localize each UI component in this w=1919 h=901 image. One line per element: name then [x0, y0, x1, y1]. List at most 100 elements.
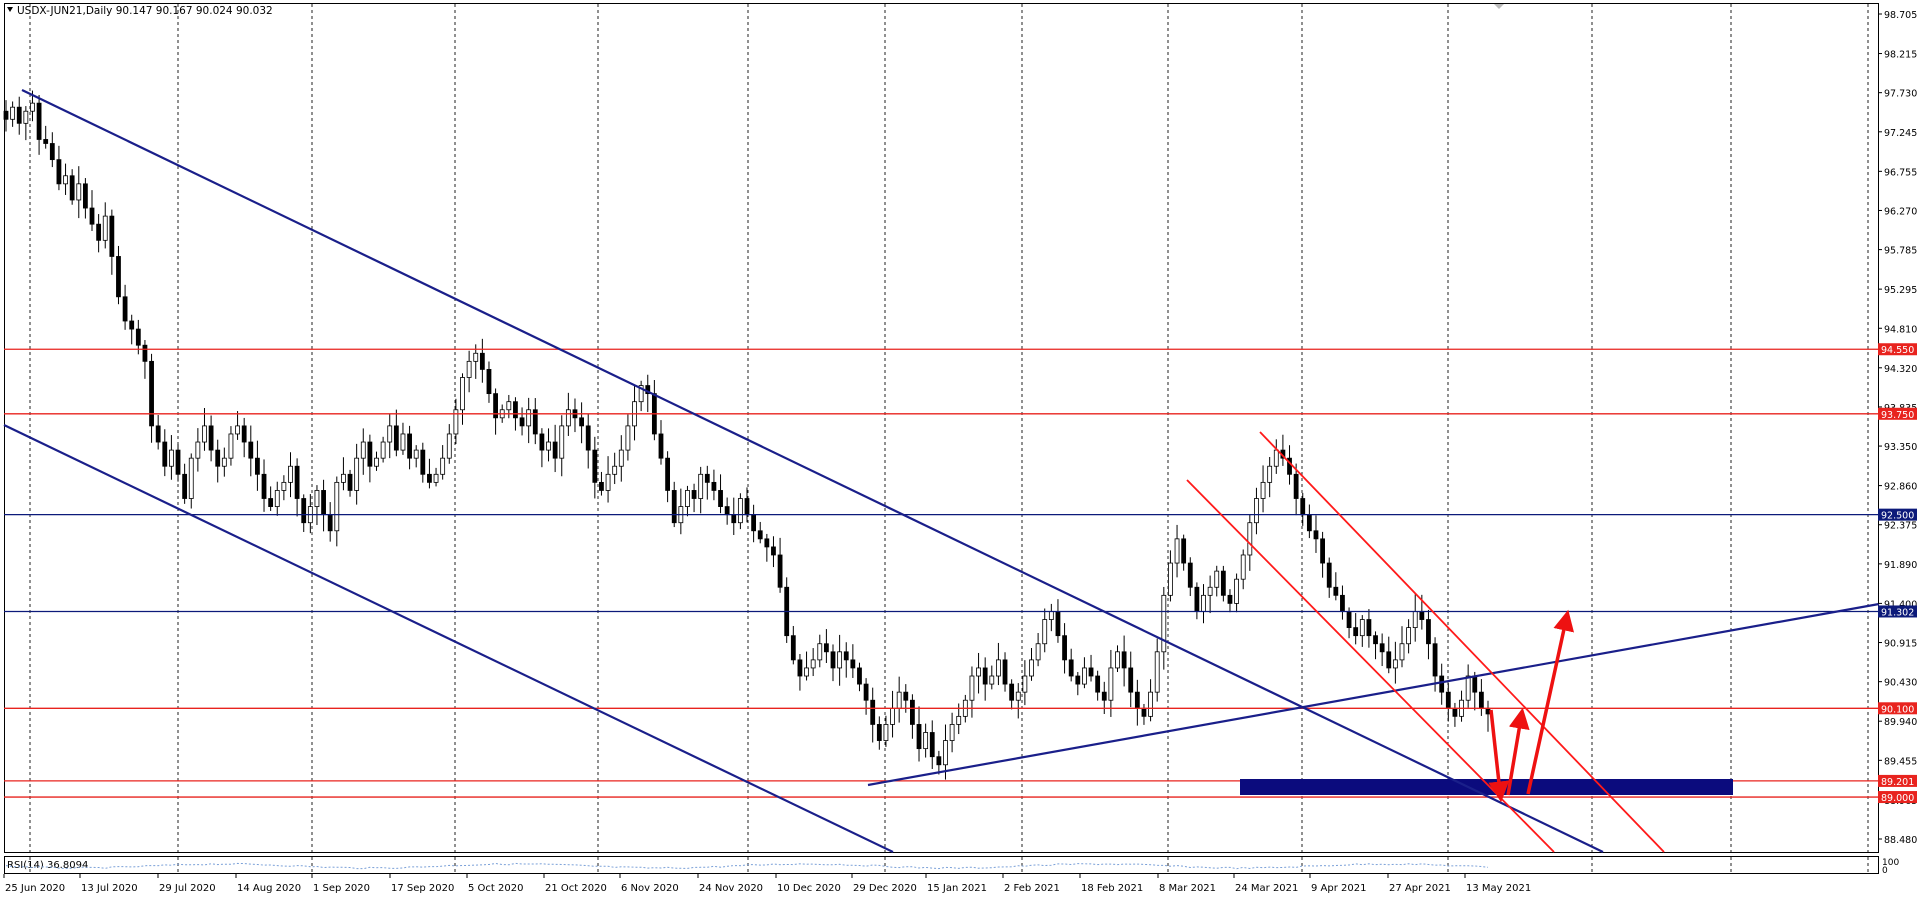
candle [1260, 465, 1266, 513]
candle-body [744, 498, 750, 516]
candle-body [883, 724, 889, 741]
candle-body [989, 675, 995, 685]
vertical-grid [29, 4, 1869, 873]
candle-body [1426, 619, 1431, 645]
candle-body [188, 457, 194, 499]
candle [1333, 572, 1339, 601]
candle-body [1168, 562, 1173, 596]
candle [830, 644, 836, 682]
candle [314, 485, 320, 525]
price-tick-label: 92.375 [1884, 521, 1917, 532]
candle-body [797, 659, 803, 677]
candle-body [599, 481, 604, 491]
candle [883, 715, 889, 747]
candle-body [374, 457, 379, 467]
candle [1254, 487, 1259, 535]
candle-body [1340, 594, 1345, 612]
candle [367, 434, 373, 483]
candle-body [169, 449, 174, 467]
candle-body [30, 102, 35, 112]
candle-body [1101, 691, 1107, 701]
candle [1366, 609, 1372, 648]
candle-body [294, 465, 300, 499]
candle-body [202, 425, 207, 443]
candle-body [857, 667, 862, 685]
level-price-tag-label: 93.750 [1881, 410, 1914, 421]
candle-body [546, 441, 551, 451]
candle [1227, 589, 1233, 613]
candle-body [341, 473, 346, 483]
candle [261, 459, 267, 512]
arrow-up-long [1526, 609, 1575, 795]
date-tick-label: 24 Mar 2021 [1235, 883, 1298, 894]
candle [129, 314, 135, 345]
candle-body [473, 352, 479, 362]
candle [1181, 534, 1187, 571]
date-tick-label: 10 Dec 2020 [777, 883, 841, 894]
candle-body [1048, 611, 1054, 620]
candle-body [479, 352, 485, 370]
candle [473, 344, 479, 379]
chart-shift-marker[interactable] [1494, 4, 1504, 9]
date-tick-label: 27 Apr 2021 [1389, 883, 1451, 894]
candle-body [96, 223, 102, 241]
candle-body [360, 441, 366, 459]
candle [440, 445, 446, 480]
candle [380, 436, 386, 463]
candle [69, 169, 75, 205]
candle [711, 469, 717, 501]
candle [195, 428, 201, 472]
candle [618, 435, 624, 482]
candle-body [420, 449, 426, 475]
candle [982, 657, 988, 701]
candle-body [274, 490, 280, 507]
candle-body [1379, 643, 1385, 653]
candle-body [916, 724, 922, 750]
candle-body [1293, 473, 1299, 499]
candle [407, 425, 412, 470]
candle-body [1300, 498, 1306, 516]
candle [526, 397, 532, 444]
level-price-tag [1878, 605, 1917, 618]
candle-body [1419, 611, 1425, 620]
price-tick-label: 91.890 [1884, 560, 1917, 571]
date-tick-label: 24 Nov 2020 [699, 883, 763, 894]
candle-body [976, 667, 981, 677]
candle-body [142, 344, 148, 362]
candle-body [764, 538, 770, 548]
candle [1095, 670, 1101, 701]
date-tick-label: 6 Nov 2020 [621, 883, 679, 894]
candle [857, 662, 862, 692]
candle [1220, 565, 1226, 602]
candle-body [387, 425, 393, 443]
candle [1379, 633, 1385, 667]
candle [1115, 645, 1120, 673]
candle-body [413, 449, 419, 459]
candle [1015, 683, 1021, 719]
candle [625, 414, 631, 461]
support-zone [1240, 779, 1733, 795]
candle-body [56, 159, 62, 185]
candle-body [175, 449, 181, 475]
candle-body [949, 724, 955, 741]
candle-body [671, 490, 677, 524]
candle-body [248, 441, 254, 459]
candle-body [1062, 635, 1067, 661]
candle-body [446, 433, 452, 459]
candle-body [685, 490, 690, 507]
price-tick-label: 88.480 [1884, 835, 1917, 846]
candle [1088, 654, 1094, 682]
candle [294, 458, 300, 517]
candle-body [1220, 570, 1226, 596]
candle-body [1022, 675, 1028, 693]
candle [665, 451, 671, 503]
dropdown-arrow-icon[interactable] [7, 7, 13, 12]
candle [546, 428, 551, 462]
candle-body [82, 183, 88, 209]
rsi-axis-0: 0 [1882, 866, 1888, 876]
candle [1439, 663, 1445, 705]
candle-body [850, 659, 856, 669]
rsi-line [5, 862, 1489, 870]
